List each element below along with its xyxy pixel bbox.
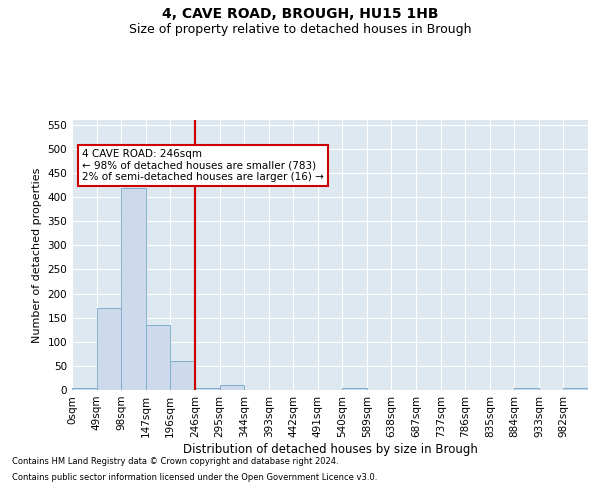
Bar bbox=[97, 308, 121, 390]
Bar bbox=[170, 361, 194, 390]
Bar bbox=[195, 388, 220, 390]
Bar bbox=[220, 385, 244, 390]
Text: Contains HM Land Registry data © Crown copyright and database right 2024.: Contains HM Land Registry data © Crown c… bbox=[12, 458, 338, 466]
Bar bbox=[195, 388, 220, 390]
Bar bbox=[563, 388, 588, 390]
Bar bbox=[342, 388, 367, 390]
Bar bbox=[514, 388, 539, 390]
Bar bbox=[170, 361, 194, 390]
X-axis label: Distribution of detached houses by size in Brough: Distribution of detached houses by size … bbox=[182, 442, 478, 456]
Text: 4, CAVE ROAD, BROUGH, HU15 1HB: 4, CAVE ROAD, BROUGH, HU15 1HB bbox=[162, 8, 438, 22]
Bar bbox=[220, 385, 244, 390]
Text: Size of property relative to detached houses in Brough: Size of property relative to detached ho… bbox=[129, 22, 471, 36]
Y-axis label: Number of detached properties: Number of detached properties bbox=[32, 168, 42, 342]
Bar bbox=[121, 188, 146, 390]
Bar bbox=[72, 388, 97, 390]
Bar bbox=[121, 188, 146, 390]
Bar bbox=[563, 388, 588, 390]
Bar bbox=[342, 388, 367, 390]
Bar bbox=[146, 325, 170, 390]
Text: 4 CAVE ROAD: 246sqm
← 98% of detached houses are smaller (783)
2% of semi-detach: 4 CAVE ROAD: 246sqm ← 98% of detached ho… bbox=[82, 149, 324, 182]
Bar bbox=[72, 388, 97, 390]
Text: Contains public sector information licensed under the Open Government Licence v3: Contains public sector information licen… bbox=[12, 472, 377, 482]
Bar bbox=[97, 308, 121, 390]
Bar bbox=[146, 325, 170, 390]
Bar bbox=[514, 388, 539, 390]
